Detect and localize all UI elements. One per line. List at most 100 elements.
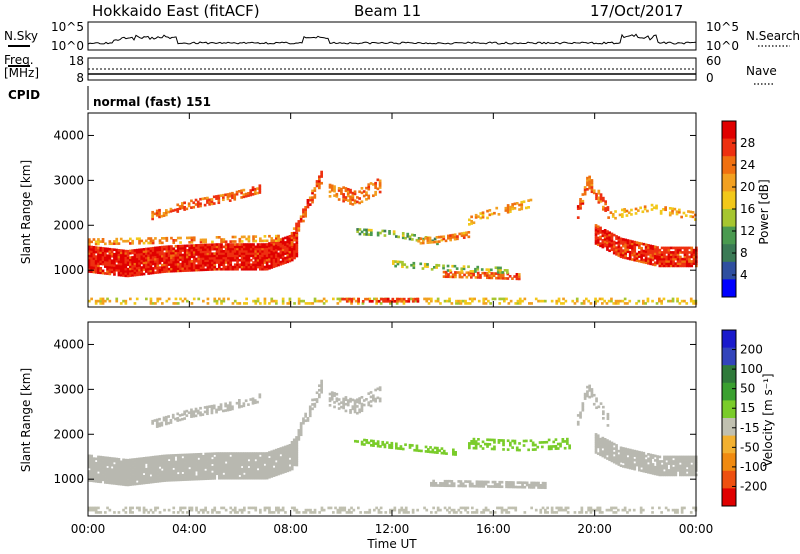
power-cell [227,261,230,264]
velocity-cell [211,508,214,512]
velocity-cell [642,508,645,512]
velocity-cell [507,483,511,486]
power-cell [457,302,461,305]
power-cell [94,271,98,274]
power-cell [443,299,447,303]
power-cell [90,261,93,265]
power-cell [124,249,128,253]
power-cell [88,252,91,255]
power-cell [218,265,221,269]
velocity-cell [277,506,280,510]
velocity-cell [344,396,348,399]
power-cell [313,187,317,190]
velocity-cell [330,395,334,399]
power-cell [170,265,173,269]
velocity-cell [531,441,535,445]
velocity-cell [213,465,217,469]
velocity-cell [151,460,155,464]
power-cell [295,229,298,232]
velocity-cell [211,465,214,469]
velocity-cell [601,439,605,442]
power-cell [458,273,462,277]
power-cell [290,243,294,246]
velocity-cell [612,442,616,446]
power-cell [275,239,278,242]
power-cell [586,183,589,187]
power-cell [610,239,614,243]
velocity-cell [88,461,91,464]
power-cell [293,245,296,249]
power-cell [272,265,276,268]
velocity-cell [228,401,232,405]
velocity-cell [192,457,196,461]
velocity-cell [88,463,91,467]
power-cell [240,258,244,262]
velocity-cell [254,467,258,471]
velocity-cell [471,482,474,486]
power-cell [400,297,404,301]
velocity-cell [224,463,228,467]
power-cell [110,242,114,246]
power-cell [669,260,673,263]
power-cell [602,208,605,211]
velocity-cell [155,423,159,426]
power-cell [479,276,482,279]
power-cell [199,268,203,272]
power-cell [679,257,682,261]
velocity-cell [669,460,673,463]
power-cell [106,254,109,258]
power-cell [286,244,290,248]
velocity-cell [610,448,614,452]
velocity-cell [685,473,689,477]
power-cell [590,179,594,182]
velocity-cell [106,479,109,482]
power-cell [495,272,498,275]
velocity-cell [647,466,650,470]
power-cell [90,245,93,249]
velocity-cell [88,474,91,478]
power-cell [651,254,655,257]
power-cell [206,248,210,251]
velocity-cell [190,473,194,477]
velocity-cell [243,465,246,469]
velocity-cell [333,401,336,404]
power-cell [228,192,232,196]
power-cell [516,299,520,303]
velocity-cell [330,393,334,397]
power-cell [147,241,150,245]
power-cell [124,272,128,275]
velocity-cell [117,469,121,472]
power-cell [442,270,446,274]
power-cell [165,299,169,303]
power-cell [240,189,243,193]
power-cell [163,237,166,240]
power-cell [108,270,112,274]
power-cell [145,247,148,251]
velocity-cell [333,394,336,397]
velocity-cell [599,402,603,405]
power-cell [678,210,681,214]
power-cell [459,299,463,303]
power-cell [688,255,691,259]
velocity-cell [227,461,230,464]
velocity-cell [617,458,621,462]
velocity-cell [247,476,251,480]
power-cell [126,261,130,264]
velocity-cell [183,467,187,470]
power-cell [290,236,294,240]
power-cell [238,237,242,241]
nsearch-label: N.Search [746,29,800,43]
colorbar-segment [722,261,736,280]
power-cell [256,258,260,262]
velocity-cell [228,408,232,411]
velocity-cell [224,472,228,476]
velocity-cell [638,457,641,461]
velocity-cell [117,464,121,468]
power-cell [229,245,233,249]
power-cell [619,251,623,254]
velocity-cell [692,473,696,477]
velocity-cell [129,506,132,510]
power-cell [124,302,128,305]
velocity-cell [525,439,528,443]
velocity-cell [534,448,537,451]
